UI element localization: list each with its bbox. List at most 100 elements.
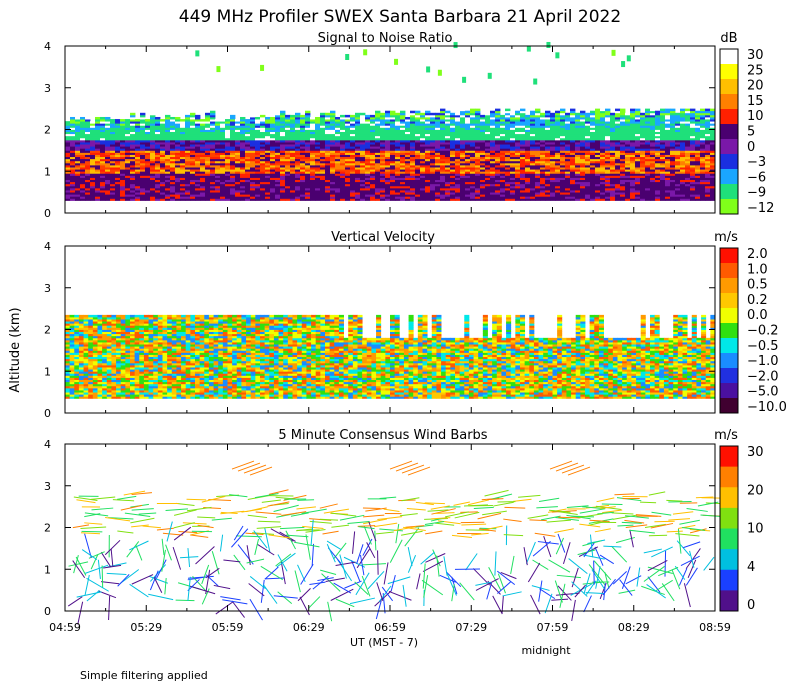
snr-cell bbox=[485, 127, 491, 130]
snr-cell bbox=[645, 112, 651, 116]
snr-cell bbox=[470, 129, 476, 132]
snr-cell bbox=[550, 125, 556, 128]
snr-cell bbox=[400, 144, 406, 147]
snr-cell bbox=[470, 112, 476, 116]
snr-cell bbox=[250, 142, 256, 145]
snr-cell bbox=[410, 198, 416, 201]
snr-cell bbox=[385, 146, 391, 149]
snr-cell bbox=[480, 114, 486, 118]
snr-cell bbox=[140, 158, 146, 162]
snr-cell bbox=[260, 192, 266, 195]
snr-cell bbox=[370, 156, 376, 160]
snr-cell bbox=[135, 150, 141, 153]
snr-cell bbox=[350, 164, 356, 168]
snr-cell bbox=[180, 150, 186, 153]
snr-cell bbox=[515, 144, 521, 147]
snr-cell bbox=[645, 192, 651, 195]
snr-cell bbox=[470, 164, 476, 168]
snr-cell bbox=[280, 164, 286, 168]
snr-cell bbox=[180, 119, 186, 122]
snr-cell bbox=[610, 135, 616, 139]
snr-cell bbox=[410, 173, 416, 176]
snr-cell bbox=[90, 171, 96, 174]
snr-cell bbox=[110, 185, 116, 189]
snr-cell bbox=[365, 194, 371, 197]
snr-cell bbox=[375, 121, 381, 124]
snr-cell bbox=[380, 162, 386, 166]
snr-cell bbox=[615, 148, 621, 151]
snr-cell bbox=[475, 158, 481, 162]
snr-cell bbox=[70, 144, 76, 147]
snr-cell bbox=[465, 121, 471, 124]
snr-cell bbox=[170, 154, 176, 158]
snr-cell bbox=[630, 177, 636, 180]
snr-cell bbox=[615, 183, 621, 187]
snr-cell bbox=[585, 154, 591, 158]
snr-cell bbox=[325, 190, 331, 193]
snr-cell bbox=[580, 148, 586, 151]
snr-cell bbox=[310, 192, 316, 195]
snr-cell bbox=[185, 123, 191, 126]
snr-cell bbox=[540, 164, 546, 168]
snr-cell bbox=[70, 167, 76, 170]
snr-cell bbox=[660, 131, 666, 135]
snr-cell bbox=[230, 133, 236, 137]
snr-cell bbox=[270, 150, 276, 153]
snr-cell bbox=[320, 146, 326, 149]
snr-cell bbox=[440, 119, 446, 122]
snr-cell bbox=[260, 169, 266, 172]
snr-cell bbox=[430, 119, 436, 122]
snr-cell bbox=[145, 135, 151, 139]
snr-cell bbox=[160, 125, 166, 128]
snr-cell bbox=[500, 169, 506, 172]
snr-cell bbox=[475, 133, 481, 137]
snr-cell bbox=[390, 129, 396, 132]
snr-cell bbox=[650, 108, 656, 112]
snr-cell bbox=[395, 137, 401, 141]
snr-cell bbox=[455, 158, 461, 162]
snr-cell bbox=[475, 169, 481, 172]
snr-cell bbox=[660, 139, 666, 143]
snr-cell bbox=[545, 150, 551, 153]
snr-cell bbox=[350, 142, 356, 145]
snr-cell bbox=[145, 183, 151, 187]
snr-cell bbox=[185, 148, 191, 151]
snr-cell bbox=[185, 187, 191, 191]
snr-cell bbox=[165, 129, 171, 132]
snr-cell bbox=[475, 164, 481, 168]
snr-cell bbox=[410, 110, 416, 114]
snr-cell bbox=[245, 179, 251, 183]
snr-cell bbox=[590, 177, 596, 180]
snr-cell bbox=[315, 198, 321, 201]
snr-cell bbox=[340, 133, 346, 137]
snr-cell bbox=[440, 162, 446, 166]
snr-cell bbox=[305, 164, 311, 168]
snr-cell bbox=[205, 175, 211, 178]
snr-cell bbox=[250, 133, 256, 137]
snr-cell bbox=[125, 190, 131, 193]
snr-cell bbox=[205, 139, 211, 143]
snr-cell bbox=[170, 179, 176, 183]
snr-cell bbox=[660, 142, 666, 145]
snr-cell bbox=[570, 116, 576, 120]
snr-cell bbox=[375, 129, 381, 132]
snr-cell bbox=[175, 190, 181, 193]
snr-cell bbox=[625, 114, 631, 118]
snr-cell bbox=[245, 148, 251, 151]
snr-cell bbox=[445, 156, 451, 160]
snr-cell bbox=[570, 181, 576, 185]
snr-cell bbox=[450, 139, 456, 143]
snr-cell bbox=[325, 192, 331, 195]
snr-cell bbox=[130, 146, 136, 149]
snr-cell bbox=[260, 119, 266, 122]
snr-cell bbox=[230, 167, 236, 170]
snr-cell bbox=[250, 154, 256, 158]
snr-cell bbox=[450, 196, 456, 199]
snr-cell bbox=[260, 148, 266, 151]
snr-cell bbox=[65, 133, 71, 137]
snr-cell bbox=[410, 119, 416, 122]
snr-cell bbox=[625, 152, 631, 155]
snr-cell bbox=[550, 144, 556, 147]
snr-cell bbox=[440, 181, 446, 185]
snr-cell bbox=[625, 135, 631, 139]
